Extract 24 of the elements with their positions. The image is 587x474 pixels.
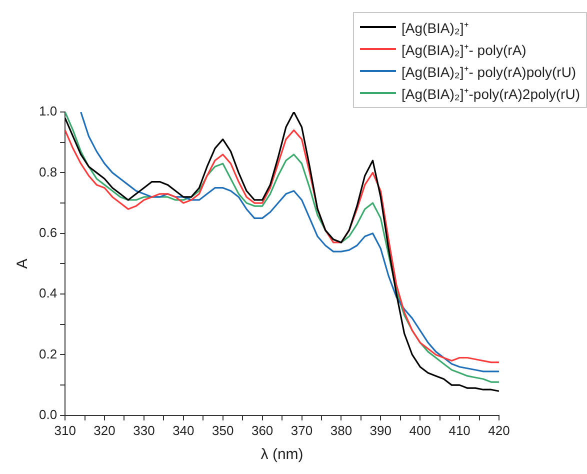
y-tick-label: 0.8 (38, 164, 58, 180)
x-tick-label: 380 (330, 422, 352, 438)
legend-label: [Ag(BIA)₂]⁺-poly(rA)2poly(rU) (402, 84, 580, 102)
x-tick-label: 370 (290, 422, 313, 438)
y-axis-title: A (14, 258, 32, 269)
y-tick-label: 0.4 (38, 286, 58, 301)
x-tick-label: 420 (488, 422, 510, 438)
x-tick-label: 320 (94, 422, 116, 438)
legend-label: [Ag(BIA)₂]⁺- poly(rA)poly(rU) (402, 62, 576, 80)
y-tick-label: 0.2 (38, 346, 58, 362)
y-tick-label: 0.6 (38, 224, 58, 240)
x-tick-label: 400 (409, 422, 431, 438)
legend-label: [Ag(BIA)₂]⁺ (402, 18, 469, 36)
x-tick-label: 360 (251, 422, 274, 438)
x-tick-label: 410 (448, 422, 470, 438)
y-tick-label: 0.0 (38, 406, 58, 422)
x-tick-label: 310 (54, 422, 76, 438)
x-tick-label: 340 (172, 422, 194, 438)
x-axis-title: λ (nm) (260, 446, 304, 464)
y-tick-label: 1.0 (38, 104, 58, 119)
x-tick-label: 330 (133, 422, 155, 438)
x-tick-label: 390 (370, 422, 392, 438)
x-tick-label: 350 (212, 422, 234, 438)
legend-label: [Ag(BIA)₂]⁺- poly(rA) (402, 40, 526, 58)
